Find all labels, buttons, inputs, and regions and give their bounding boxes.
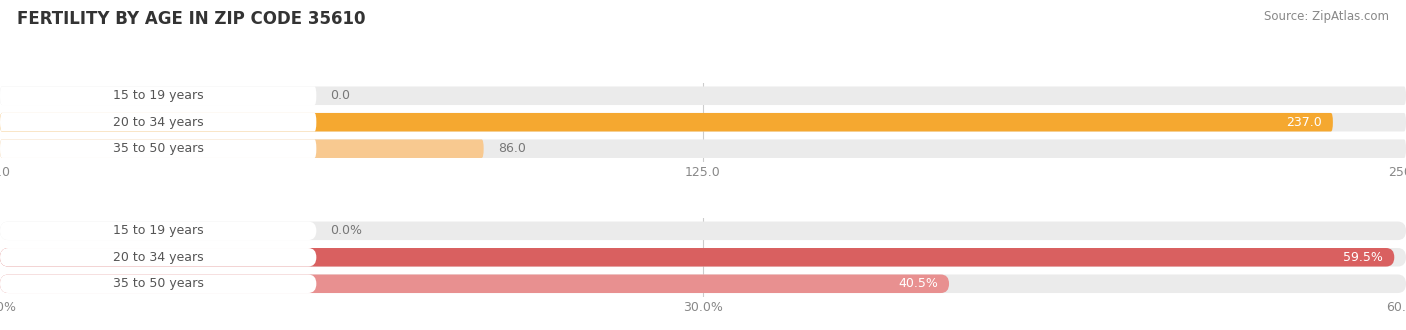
Text: 59.5%: 59.5% (1343, 251, 1384, 264)
FancyBboxPatch shape (0, 140, 484, 158)
Text: 15 to 19 years: 15 to 19 years (112, 89, 204, 102)
FancyBboxPatch shape (0, 275, 316, 293)
FancyBboxPatch shape (0, 248, 1406, 267)
Text: 20 to 34 years: 20 to 34 years (112, 251, 204, 264)
Text: FERTILITY BY AGE IN ZIP CODE 35610: FERTILITY BY AGE IN ZIP CODE 35610 (17, 10, 366, 28)
FancyBboxPatch shape (0, 248, 1395, 267)
FancyBboxPatch shape (0, 140, 1406, 158)
Text: 35 to 50 years: 35 to 50 years (112, 277, 204, 290)
Text: 237.0: 237.0 (1286, 116, 1322, 129)
FancyBboxPatch shape (0, 113, 1406, 131)
FancyBboxPatch shape (0, 221, 1406, 240)
FancyBboxPatch shape (0, 221, 316, 240)
Text: Source: ZipAtlas.com: Source: ZipAtlas.com (1264, 10, 1389, 23)
FancyBboxPatch shape (0, 140, 316, 158)
Text: 20 to 34 years: 20 to 34 years (112, 116, 204, 129)
FancyBboxPatch shape (0, 113, 316, 131)
FancyBboxPatch shape (0, 248, 316, 267)
Text: 40.5%: 40.5% (898, 277, 938, 290)
Text: 86.0: 86.0 (498, 142, 526, 155)
FancyBboxPatch shape (0, 113, 1333, 131)
FancyBboxPatch shape (0, 86, 1406, 105)
Text: 15 to 19 years: 15 to 19 years (112, 224, 204, 237)
FancyBboxPatch shape (0, 86, 316, 105)
Text: 35 to 50 years: 35 to 50 years (112, 142, 204, 155)
FancyBboxPatch shape (0, 275, 949, 293)
Text: 0.0%: 0.0% (330, 224, 363, 237)
FancyBboxPatch shape (0, 275, 1406, 293)
Text: 0.0: 0.0 (330, 89, 350, 102)
